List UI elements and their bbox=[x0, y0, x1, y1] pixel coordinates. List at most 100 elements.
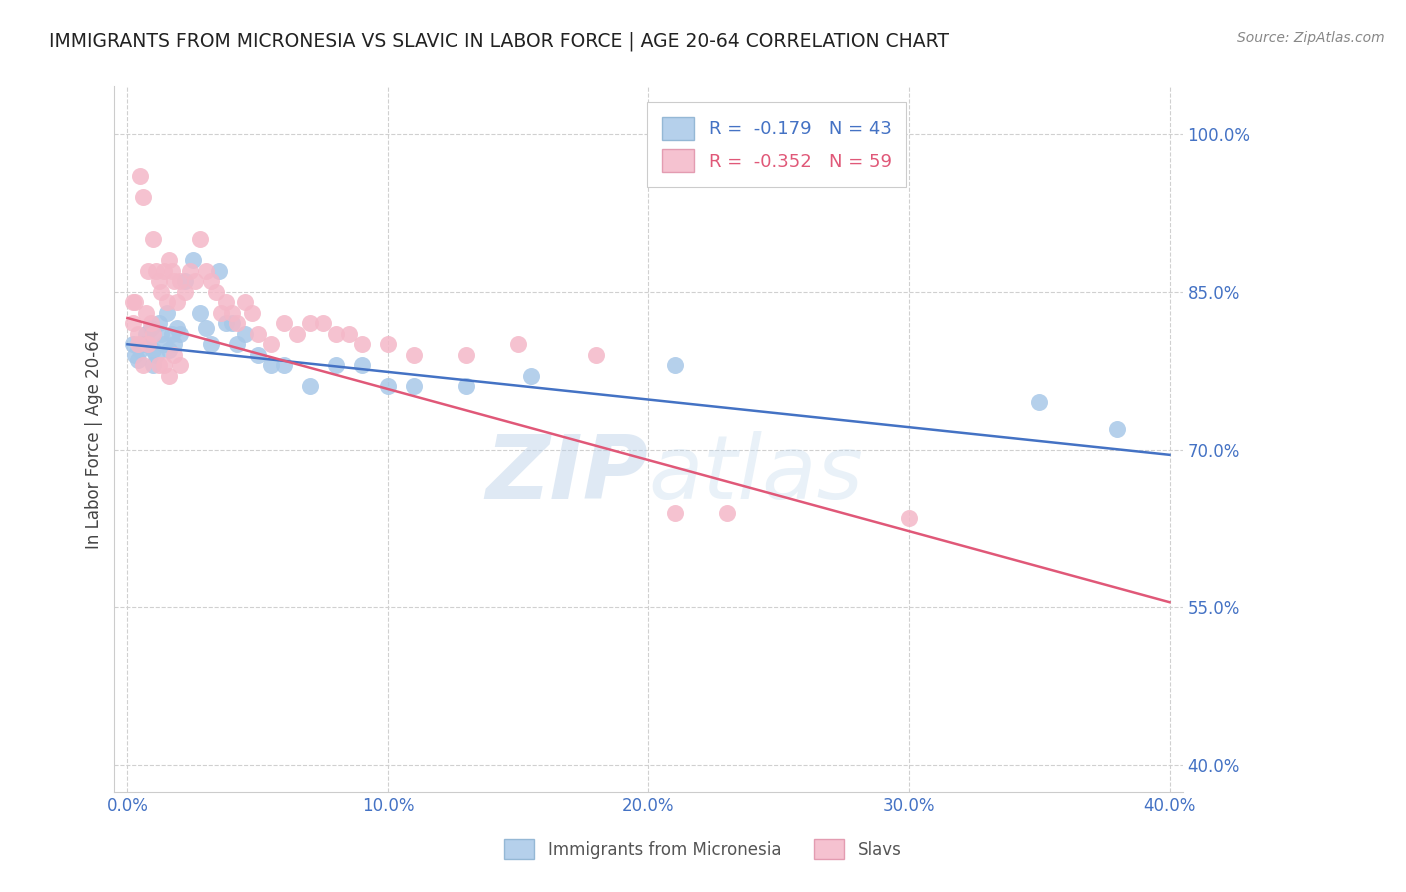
Point bbox=[716, 506, 738, 520]
Point bbox=[163, 348, 186, 362]
Point bbox=[190, 232, 212, 246]
Point bbox=[157, 368, 180, 383]
Point bbox=[157, 343, 180, 357]
Point bbox=[121, 316, 143, 330]
Point bbox=[139, 321, 162, 335]
Point bbox=[215, 316, 238, 330]
Point bbox=[153, 359, 176, 373]
Point bbox=[127, 337, 149, 351]
Point bbox=[325, 326, 347, 341]
Point bbox=[221, 316, 243, 330]
Point bbox=[136, 263, 159, 277]
Point bbox=[129, 169, 152, 183]
Point bbox=[155, 306, 177, 320]
Point bbox=[402, 379, 425, 393]
Point bbox=[200, 337, 222, 351]
Point bbox=[898, 511, 921, 525]
Point bbox=[298, 379, 321, 393]
Point bbox=[402, 348, 425, 362]
Point bbox=[1107, 421, 1129, 435]
Point bbox=[153, 337, 176, 351]
Point bbox=[298, 316, 321, 330]
Point bbox=[585, 348, 607, 362]
Point bbox=[150, 285, 173, 299]
Point bbox=[145, 263, 167, 277]
Point bbox=[520, 368, 543, 383]
Point bbox=[664, 506, 686, 520]
Point bbox=[145, 348, 167, 362]
Point bbox=[142, 343, 165, 357]
Point bbox=[350, 359, 373, 373]
Point bbox=[155, 295, 177, 310]
Point bbox=[260, 359, 283, 373]
Point bbox=[233, 295, 256, 310]
Point bbox=[207, 263, 229, 277]
Point bbox=[135, 326, 157, 341]
Point bbox=[260, 337, 283, 351]
Point bbox=[148, 359, 170, 373]
Point bbox=[194, 321, 217, 335]
Point bbox=[153, 263, 176, 277]
Point bbox=[337, 326, 360, 341]
Y-axis label: In Labor Force | Age 20-64: In Labor Force | Age 20-64 bbox=[86, 329, 103, 549]
Point bbox=[1028, 395, 1050, 409]
Point bbox=[132, 359, 155, 373]
Text: ZIP: ZIP bbox=[485, 431, 648, 517]
Point bbox=[160, 326, 183, 341]
Point bbox=[221, 306, 243, 320]
Point bbox=[121, 295, 143, 310]
Point bbox=[148, 274, 170, 288]
Point bbox=[205, 285, 228, 299]
Point bbox=[148, 316, 170, 330]
Point bbox=[160, 263, 183, 277]
Point bbox=[124, 348, 146, 362]
Point bbox=[225, 337, 247, 351]
Point bbox=[246, 326, 269, 341]
Point bbox=[508, 337, 530, 351]
Point bbox=[194, 263, 217, 277]
Point bbox=[377, 379, 399, 393]
Point bbox=[456, 379, 478, 393]
Point bbox=[163, 274, 186, 288]
Point bbox=[136, 337, 159, 351]
Point bbox=[285, 326, 308, 341]
Legend: Immigrants from Micronesia, Slavs: Immigrants from Micronesia, Slavs bbox=[492, 828, 914, 871]
Point bbox=[184, 274, 207, 288]
Point bbox=[233, 326, 256, 341]
Point bbox=[132, 337, 155, 351]
Point bbox=[242, 306, 264, 320]
Point bbox=[124, 295, 146, 310]
Point bbox=[173, 274, 195, 288]
Point bbox=[312, 316, 335, 330]
Point bbox=[157, 253, 180, 268]
Point bbox=[456, 348, 478, 362]
Point bbox=[273, 316, 295, 330]
Point bbox=[273, 359, 295, 373]
Point bbox=[129, 343, 152, 357]
Point bbox=[190, 306, 212, 320]
Point bbox=[139, 316, 162, 330]
Point bbox=[142, 232, 165, 246]
Text: atlas: atlas bbox=[648, 432, 863, 517]
Point bbox=[225, 316, 247, 330]
Point bbox=[150, 326, 173, 341]
Point bbox=[350, 337, 373, 351]
Text: Source: ZipAtlas.com: Source: ZipAtlas.com bbox=[1237, 31, 1385, 45]
Point bbox=[142, 326, 165, 341]
Legend: R =  -0.179   N = 43, R =  -0.352   N = 59: R = -0.179 N = 43, R = -0.352 N = 59 bbox=[647, 103, 905, 186]
Point bbox=[135, 306, 157, 320]
Text: IMMIGRANTS FROM MICRONESIA VS SLAVIC IN LABOR FORCE | AGE 20-64 CORRELATION CHAR: IMMIGRANTS FROM MICRONESIA VS SLAVIC IN … bbox=[49, 31, 949, 51]
Point bbox=[127, 353, 149, 368]
Point bbox=[209, 306, 232, 320]
Point bbox=[246, 348, 269, 362]
Point bbox=[166, 295, 188, 310]
Point bbox=[166, 321, 188, 335]
Point bbox=[200, 274, 222, 288]
Point bbox=[121, 337, 143, 351]
Point bbox=[179, 263, 201, 277]
Point bbox=[163, 337, 186, 351]
Point bbox=[169, 274, 191, 288]
Point bbox=[169, 326, 191, 341]
Point bbox=[664, 359, 686, 373]
Point bbox=[377, 337, 399, 351]
